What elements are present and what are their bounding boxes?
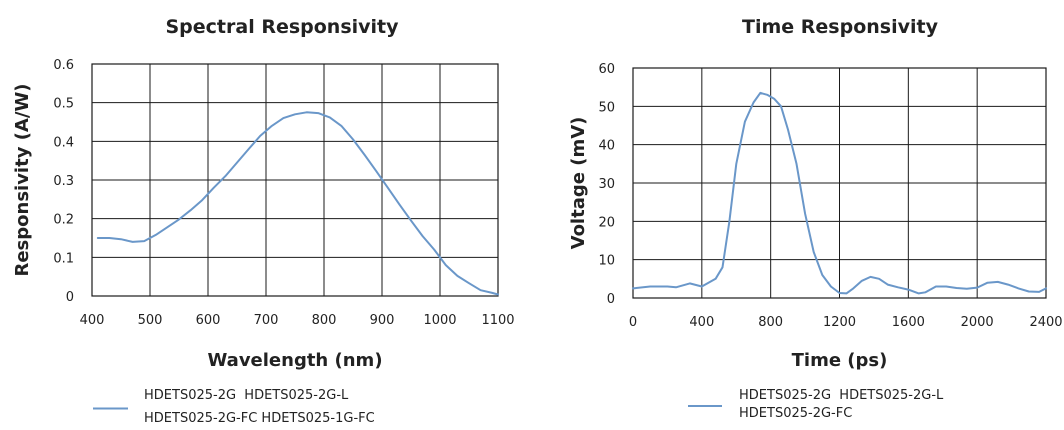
legend-entry: HDETS025-2G HDETS025-2G-L bbox=[144, 388, 349, 403]
y-tick-label: 50 bbox=[598, 100, 615, 115]
x-tick-label: 0 bbox=[629, 315, 637, 330]
y-tick-label: 0 bbox=[607, 292, 615, 307]
y-tick-label: 0.2 bbox=[53, 213, 74, 228]
y-tick-label: 60 bbox=[598, 62, 615, 77]
x-tick-label: 400 bbox=[80, 313, 105, 328]
y-axis-title: Voltage (mV) bbox=[568, 117, 589, 250]
y-tick-label: 10 bbox=[598, 254, 615, 269]
y-axis-title: Responsivity (A/W) bbox=[12, 83, 33, 276]
x-tick-label: 1200 bbox=[823, 315, 856, 330]
y-tick-label: 0 bbox=[66, 290, 74, 305]
x-tick-label: 700 bbox=[254, 313, 279, 328]
y-tick-label: 30 bbox=[598, 177, 615, 192]
x-axis-title: Wavelength (nm) bbox=[207, 350, 382, 371]
y-tick-label: 0.3 bbox=[53, 174, 74, 189]
x-tick-label: 500 bbox=[138, 313, 163, 328]
x-tick-label: 400 bbox=[689, 315, 714, 330]
legend-entry: HDETS025-2G-FC HDETS025-1G-FC bbox=[144, 411, 375, 426]
x-tick-label: 600 bbox=[196, 313, 221, 328]
x-tick-label: 1100 bbox=[481, 313, 514, 328]
x-tick-label: 800 bbox=[758, 315, 783, 330]
y-tick-label: 0.1 bbox=[53, 251, 74, 266]
legend-entry: HDETS025-2G HDETS025-2G-L bbox=[739, 388, 944, 403]
spectral-responsivity-chart: Spectral Responsivity 400 500 600 700 800 900 1… bbox=[12, 16, 515, 426]
y-tick-label: 0.4 bbox=[53, 135, 74, 150]
legend-entry: HDETS025-2G-FC bbox=[739, 406, 852, 421]
x-tick-label: 900 bbox=[370, 313, 395, 328]
plot-frame bbox=[91, 63, 499, 297]
chart-title: Spectral Responsivity bbox=[165, 16, 399, 38]
x-tick-label: 2000 bbox=[961, 315, 994, 330]
y-tick-label: 0.6 bbox=[53, 58, 74, 73]
series-line bbox=[632, 91, 1047, 295]
y-tick-label: 20 bbox=[598, 215, 615, 230]
x-tick-label: 2400 bbox=[1029, 315, 1062, 330]
plot-frame bbox=[632, 67, 1047, 299]
chart-title: Time Responsivity bbox=[742, 16, 939, 38]
y-tick-label: 0.5 bbox=[53, 97, 74, 112]
x-tick-label: 800 bbox=[312, 313, 337, 328]
x-tick-label: 1600 bbox=[892, 315, 925, 330]
series-line bbox=[96, 111, 499, 296]
y-tick-label: 40 bbox=[598, 139, 615, 154]
x-axis-title: Time (ps) bbox=[792, 350, 888, 371]
x-tick-label: 1000 bbox=[423, 313, 456, 328]
